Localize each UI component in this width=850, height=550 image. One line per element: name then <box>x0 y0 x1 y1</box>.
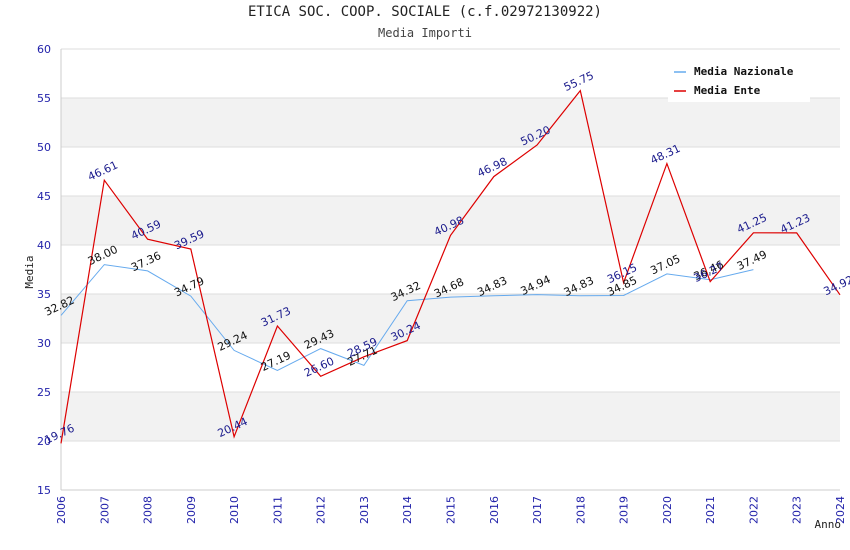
legend-box <box>668 58 810 102</box>
x-tick-label: 2012 <box>315 496 328 524</box>
x-tick-label: 2011 <box>271 496 284 524</box>
x-tick-label: 2013 <box>358 496 371 524</box>
y-tick-label: 55 <box>37 92 51 105</box>
y-tick-label: 60 <box>37 43 51 56</box>
y-tick-label: 35 <box>37 288 51 301</box>
grid-band <box>61 294 840 343</box>
x-tick-label: 2017 <box>531 496 544 524</box>
x-tick-label: 2024 <box>834 496 847 524</box>
x-tick-label: 2008 <box>142 496 155 524</box>
grid-band <box>61 98 840 147</box>
series-line-media-nazionale <box>60 264 754 372</box>
x-tick-label: 2007 <box>98 496 111 524</box>
x-tick-label: 2019 <box>618 496 631 524</box>
y-tick-label: 45 <box>37 190 51 203</box>
legend-label-media-nazionale: Media Nazionale <box>694 65 794 78</box>
x-tick-label: 2015 <box>445 496 458 524</box>
x-tick-label: 2018 <box>574 496 587 524</box>
y-tick-label: 25 <box>37 386 51 399</box>
x-tick-label: 2014 <box>401 496 414 524</box>
x-axis-title: Anno <box>815 518 842 531</box>
x-tick-label: 2016 <box>488 496 501 524</box>
series-line-media-ente <box>60 89 841 444</box>
y-tick-label: 40 <box>37 239 51 252</box>
chart-subtitle: Media Importi <box>378 26 472 40</box>
x-tick-label: 2009 <box>185 496 198 524</box>
legend-label-media-ente: Media Ente <box>694 84 761 97</box>
y-tick-label: 50 <box>37 141 51 154</box>
x-tick-label: 2020 <box>661 496 674 524</box>
y-tick-label: 20 <box>37 435 51 448</box>
x-tick-label: 2023 <box>791 496 804 524</box>
y-axis-title: Media <box>23 255 36 288</box>
x-tick-label: 2010 <box>228 496 241 524</box>
x-tick-label: 2006 <box>55 496 68 524</box>
x-tick-label: 2022 <box>747 496 760 524</box>
y-tick-label: 30 <box>37 337 51 350</box>
chart-title: ETICA SOC. COOP. SOCIALE (c.f.0297213092… <box>247 4 602 20</box>
x-tick-label: 2021 <box>704 496 717 524</box>
grid-band <box>61 392 840 441</box>
y-tick-label: 15 <box>37 484 51 497</box>
